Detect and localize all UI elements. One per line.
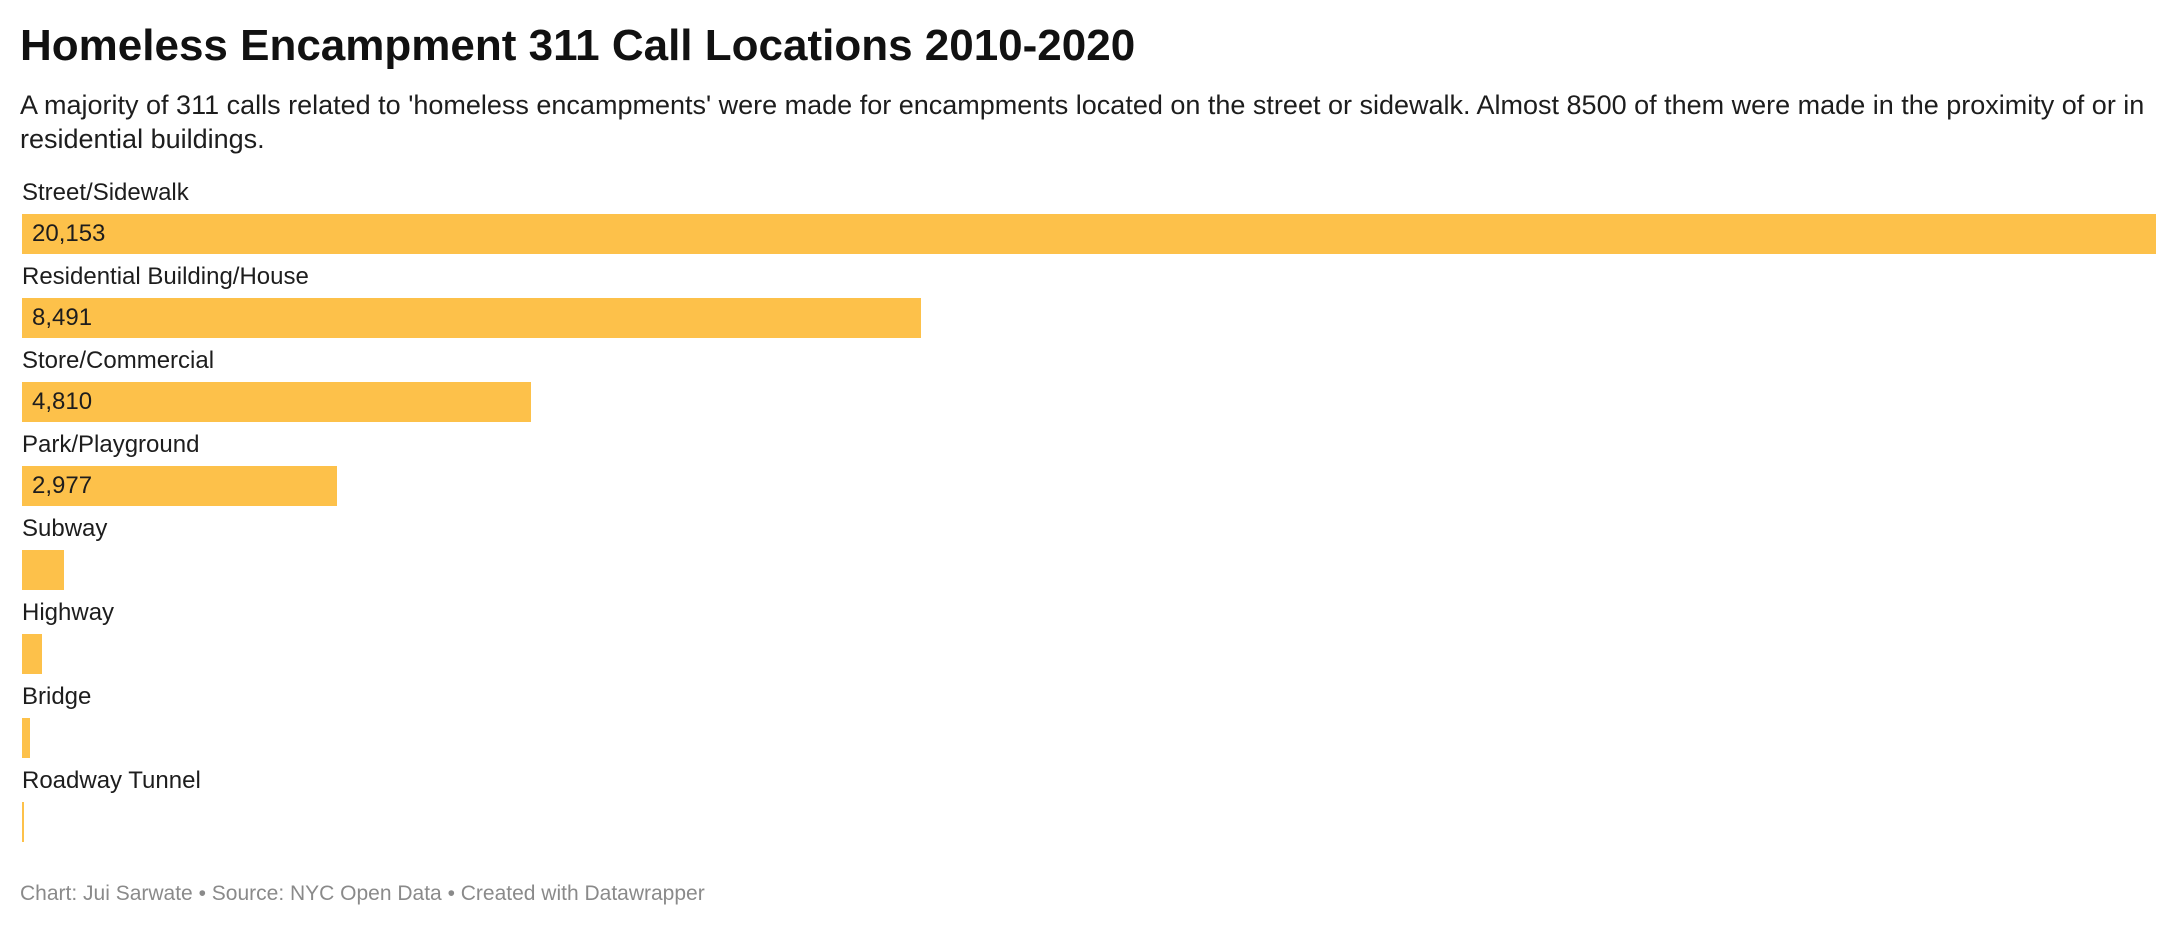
chart-subtitle: A majority of 311 calls related to 'home… (20, 90, 2145, 154)
bar[interactable] (22, 550, 64, 590)
category-label: Roadway Tunnel (22, 767, 201, 794)
chart-footer: Chart: Jui Sarwate • Source: NYC Open Da… (20, 880, 705, 908)
bar-row: Highway (22, 594, 2156, 678)
category-label: Subway (22, 515, 108, 542)
bar[interactable] (22, 382, 531, 422)
category-label: Street/Sidewalk (22, 179, 189, 206)
chart-credit: Chart: Jui Sarwate (20, 882, 193, 905)
bar-track: 4,810 (22, 382, 2156, 422)
category-label: Bridge (22, 683, 92, 710)
bar-row: Roadway Tunnel (22, 762, 2156, 846)
bar-track (22, 718, 2156, 758)
bar[interactable] (22, 718, 30, 758)
footer-separator: • (192, 882, 212, 905)
bar-track (22, 550, 2156, 590)
bar-track: 20,153 (22, 214, 2156, 254)
bar-track (22, 634, 2156, 674)
source-credit[interactable]: Source: NYC Open Data (211, 882, 442, 905)
bar[interactable] (22, 214, 2156, 254)
bar-chart: Street/Sidewalk 20,153 Residential Buildin… (22, 174, 2156, 846)
bar[interactable] (22, 802, 24, 842)
bar-value-label: 8,491 (32, 304, 93, 331)
bar-row: Store/Commercial 4,810 (22, 342, 2156, 426)
category-label: Park/Playground (22, 431, 200, 458)
bar[interactable] (22, 298, 921, 338)
bar-row: Subway (22, 510, 2156, 594)
category-label: Residential Building/House (22, 263, 309, 290)
category-label: Highway (22, 599, 115, 626)
chart-title: Homeless Encampment 311 Call Locations 2… (20, 21, 1136, 70)
datawrapper-credit[interactable]: Created with Datawrapper (460, 882, 705, 905)
bar-row: Park/Playground 2,977 (22, 426, 2156, 510)
bar[interactable] (22, 634, 42, 674)
bar-value-label: 2,977 (32, 472, 93, 499)
footer-separator: • (441, 882, 461, 905)
bar-row: Residential Building/House 8,491 (22, 258, 2156, 342)
category-label: Store/Commercial (22, 347, 215, 374)
bar-value-label: 20,153 (32, 220, 106, 247)
bar-row: Bridge (22, 678, 2156, 762)
bar-track: 2,977 (22, 466, 2156, 506)
bar-track: 8,491 (22, 298, 2156, 338)
bar-track (22, 802, 2156, 842)
bar-value-label: 4,810 (32, 388, 93, 415)
bar[interactable] (22, 466, 337, 506)
bar-row: Street/Sidewalk 20,153 (22, 174, 2156, 258)
